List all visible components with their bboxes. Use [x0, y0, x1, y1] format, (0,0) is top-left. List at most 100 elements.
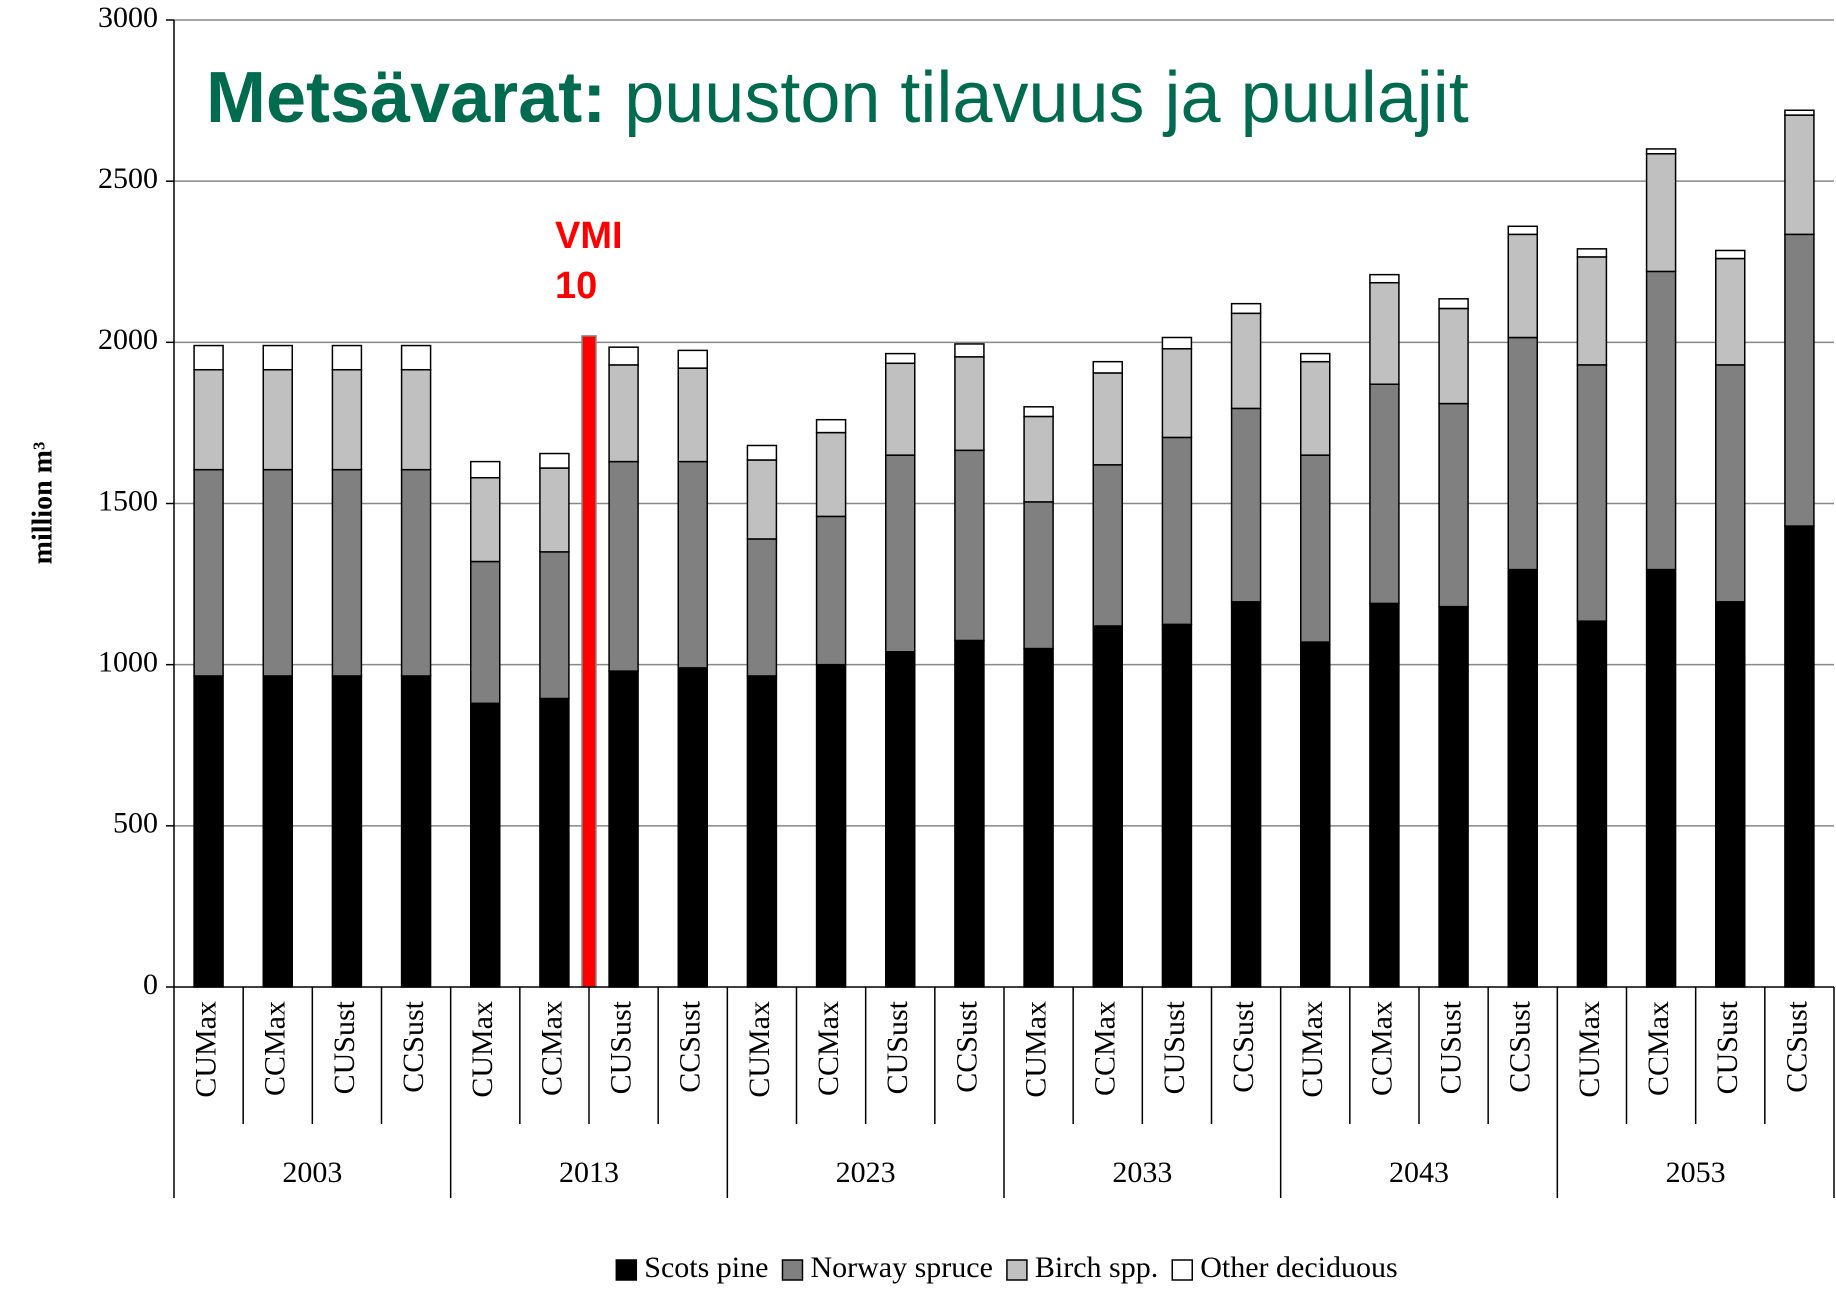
bar-segment	[1092, 625, 1123, 988]
bar-segment	[1576, 256, 1608, 366]
bar-segment	[1715, 601, 1746, 988]
bar-segment	[954, 356, 985, 452]
x-tick-label: CCMax	[535, 1001, 568, 1096]
x-tick-label: CCMax	[259, 1001, 292, 1096]
bar-segment	[1092, 464, 1123, 627]
bar-segment	[1645, 153, 1677, 273]
bar-segment	[815, 431, 847, 518]
bar-segment	[331, 344, 363, 371]
x-tick-label: CUSust	[328, 1000, 361, 1094]
bar-segment	[539, 697, 570, 988]
bar-segment	[262, 368, 293, 471]
x-tick-label: CUSust	[604, 1000, 637, 1094]
bar-segment	[677, 667, 708, 988]
bar-segment	[262, 468, 293, 677]
bar-segment	[608, 460, 639, 672]
group-label: 2033	[1112, 1156, 1172, 1189]
bar-segment	[1784, 525, 1815, 988]
bar-segment	[1645, 568, 1677, 988]
x-tick-label: CUMax	[189, 1001, 222, 1098]
bar-segment	[746, 444, 778, 461]
group-label: 2053	[1666, 1156, 1726, 1189]
reference-bar	[581, 335, 597, 988]
x-tick-label: CCMax	[812, 1001, 845, 1096]
group-label: 2003	[282, 1156, 342, 1189]
bar-segment	[1507, 336, 1538, 571]
bar-segment	[331, 675, 363, 988]
bar-segment	[1784, 109, 1815, 116]
bar-segment	[885, 454, 916, 653]
legend-swatch	[781, 1259, 804, 1281]
legend-swatch	[615, 1259, 638, 1281]
y-axis-label: million m³	[27, 442, 58, 565]
x-tick-label: CUMax	[1019, 1001, 1052, 1098]
bar-segment	[1161, 623, 1193, 988]
bar-segment	[193, 675, 224, 988]
bar-segment	[815, 663, 847, 988]
bar-segment	[1576, 620, 1608, 988]
bar-segment	[1438, 402, 1469, 608]
y-tick-label: 2000	[98, 323, 158, 356]
bar-segment	[539, 551, 570, 700]
bar-segment	[746, 459, 778, 540]
bar-segment	[746, 538, 778, 677]
reference-label: VMI	[555, 215, 623, 257]
bar-segment	[1715, 249, 1746, 260]
bar-segment	[1576, 248, 1608, 258]
bar-segment	[1023, 501, 1054, 650]
x-tick-label: CCSust	[1780, 1000, 1813, 1092]
bar-segment	[262, 675, 293, 988]
bar-segment	[1161, 348, 1193, 439]
bar-segment	[885, 362, 916, 456]
bar-segment	[1230, 312, 1262, 410]
legend-label: Other deciduous	[1200, 1251, 1397, 1284]
x-tick-label: CUSust	[881, 1000, 914, 1094]
x-tick-label: CCMax	[1089, 1001, 1122, 1096]
bar-segment	[1300, 641, 1331, 988]
bar-segment	[1507, 568, 1538, 988]
legend-label: Birch spp.	[1035, 1251, 1158, 1284]
bar-segment	[608, 670, 639, 988]
y-tick-label: 3000	[98, 1, 158, 34]
x-tick-label: CUMax	[1296, 1001, 1329, 1098]
bar-segment	[1092, 372, 1123, 466]
bar-segment	[331, 368, 363, 471]
bar-segment	[1507, 233, 1538, 339]
bar-segment	[331, 468, 363, 677]
bar-segment	[1784, 233, 1815, 527]
bar-segment	[677, 367, 708, 463]
bar-segment	[1645, 148, 1677, 155]
bar-segment	[1715, 364, 1746, 603]
y-tick-label: 1500	[98, 484, 158, 517]
bar-segment	[1300, 352, 1331, 363]
x-tick-label: CUMax	[743, 1001, 776, 1098]
group-label: 2023	[836, 1156, 896, 1189]
bar-segment	[1715, 257, 1746, 366]
bar-segment	[400, 368, 432, 471]
bar-segment	[539, 452, 570, 469]
bar-segment	[1300, 360, 1331, 456]
bar-segment	[1438, 307, 1469, 405]
bar-segment	[193, 344, 224, 371]
reference-label: 10	[555, 265, 597, 307]
y-tick-label: 1000	[98, 646, 158, 679]
bar-segment	[1230, 601, 1262, 988]
bar-segment	[885, 651, 916, 988]
bar-segment	[677, 460, 708, 669]
bar-segment	[954, 449, 985, 642]
bar-segment	[1023, 647, 1054, 988]
bar-segment	[1784, 114, 1815, 236]
bar-segment	[954, 639, 985, 988]
bar-segment	[262, 344, 293, 371]
bar-segment	[1230, 302, 1262, 315]
bar-segment	[954, 343, 985, 358]
bar-segment	[400, 675, 432, 988]
bar-segment	[885, 352, 916, 365]
legend-swatch	[1171, 1259, 1193, 1281]
bar-segment	[1369, 383, 1400, 605]
bar-segment	[1023, 415, 1054, 503]
x-tick-label: CUMax	[466, 1001, 499, 1098]
bar-segment	[1507, 225, 1538, 236]
x-tick-label: CCMax	[1642, 1001, 1675, 1096]
